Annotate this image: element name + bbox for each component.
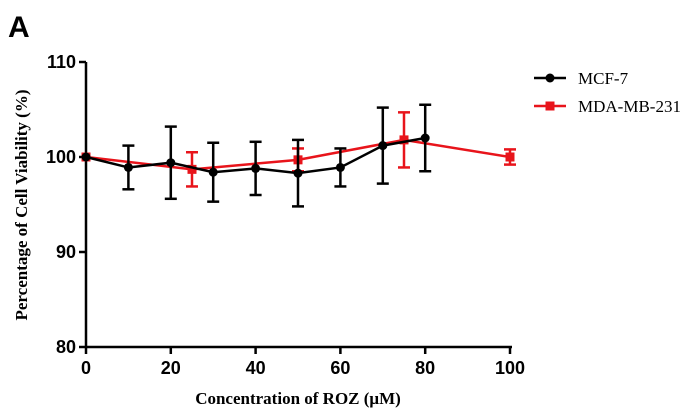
legend-marker <box>545 101 555 111</box>
data-point <box>378 141 388 151</box>
x-tick-label: 80 <box>415 358 435 378</box>
series-mcf-7 <box>81 103 432 208</box>
x-tick-label: 100 <box>495 358 525 378</box>
legend-marker <box>545 73 555 83</box>
y-tick-label: 90 <box>56 242 76 262</box>
data-point <box>123 162 133 172</box>
x-tick-label: 40 <box>246 358 266 378</box>
data-point <box>335 162 345 172</box>
data-point <box>420 133 430 143</box>
panel-label: A <box>8 11 30 44</box>
legend-label: MDA-MB-231 <box>578 97 681 116</box>
legend-item: MCF-7 <box>534 69 629 88</box>
x-tick-label: 0 <box>81 358 91 378</box>
data-point <box>293 168 303 178</box>
x-tick-label: 60 <box>330 358 350 378</box>
data-point <box>81 152 91 162</box>
data-point <box>505 152 515 162</box>
plot-area: 0 20 40 60 80 100 80 90 100 110 <box>46 52 525 378</box>
y-axis-title: Percentage of Cell Viability (%) <box>12 89 31 320</box>
data-point <box>399 135 409 145</box>
data-point <box>208 167 218 177</box>
data-point <box>251 163 261 173</box>
legend: MCF-7 MDA-MB-231 <box>534 69 681 116</box>
y-tick-label: 110 <box>47 52 76 72</box>
data-point <box>166 158 176 168</box>
y-tick-label: 100 <box>46 147 76 167</box>
data-point <box>187 164 197 174</box>
x-tick-label: 20 <box>161 358 181 378</box>
x-axis-title: Concentration of ROZ (μM) <box>195 389 401 408</box>
legend-item: MDA-MB-231 <box>534 97 681 116</box>
legend-label: MCF-7 <box>578 69 629 88</box>
y-tick-label: 80 <box>56 337 76 357</box>
